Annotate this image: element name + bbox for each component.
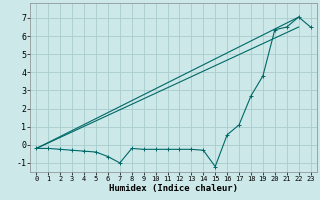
X-axis label: Humidex (Indice chaleur): Humidex (Indice chaleur) <box>109 184 238 193</box>
